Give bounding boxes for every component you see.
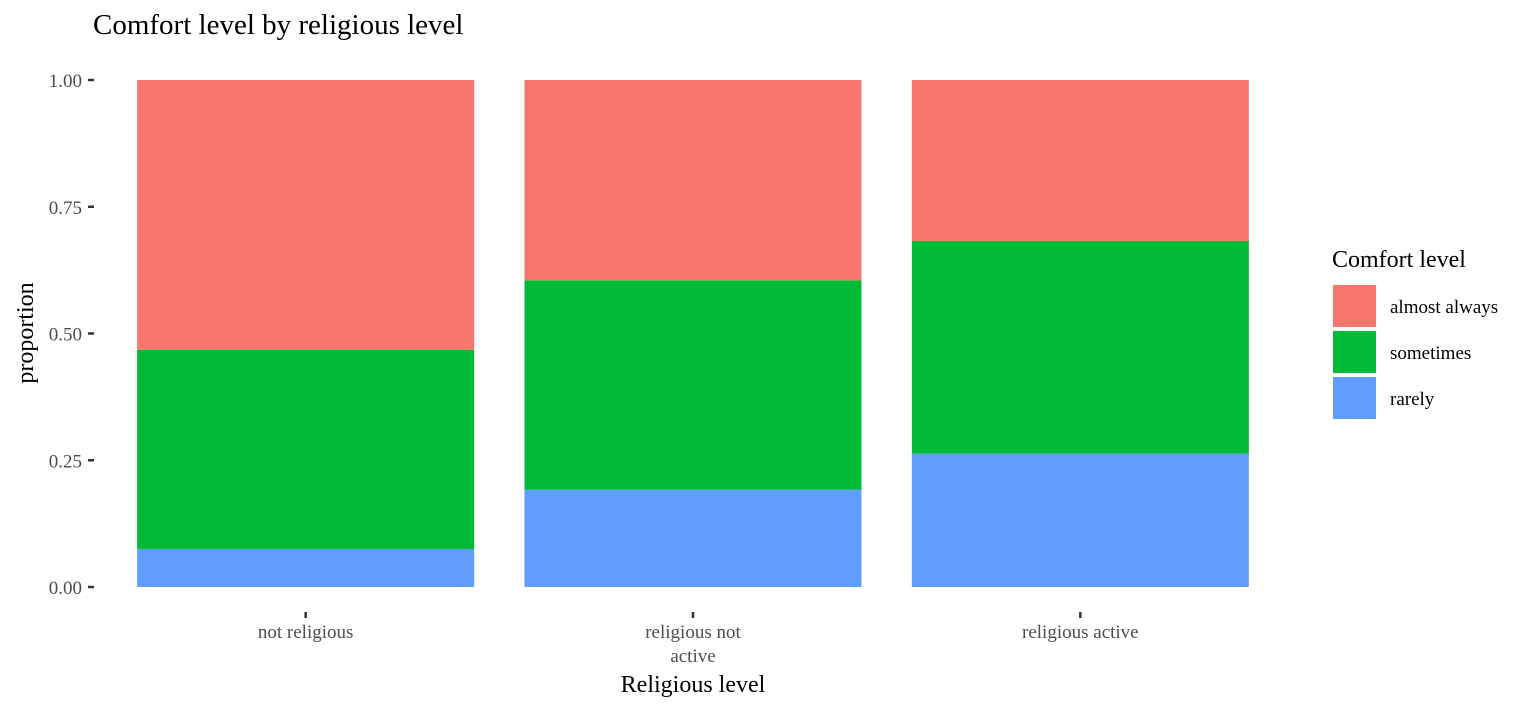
- y-axis-title: proportion: [13, 282, 39, 383]
- bar-segment-sometimes-0: [137, 349, 475, 549]
- bar-segment-almost-always-0: [137, 80, 475, 350]
- legend-key-almost-always: [1333, 285, 1376, 327]
- y-tick-label: 0.75: [49, 198, 82, 219]
- x-tick-label: religious active: [1022, 622, 1139, 643]
- legend-label-almost-always: almost always: [1390, 297, 1498, 318]
- y-tick-label: 1.00: [49, 71, 82, 92]
- bar-segment-sometimes-2: [911, 240, 1249, 454]
- chart-title: Comfort level by religious level: [93, 9, 463, 41]
- y-tick-label: 0.50: [49, 325, 82, 346]
- legend-title: Comfort level: [1332, 247, 1466, 273]
- y-tick-label: 0.25: [49, 451, 82, 472]
- bar-segment-rarely-2: [911, 453, 1249, 587]
- x-tick-label: not religious: [258, 622, 354, 643]
- plot-area: [137, 80, 1249, 587]
- legend-label-rarely: rarely: [1390, 389, 1435, 410]
- bar-segment-almost-always-1: [524, 80, 862, 281]
- bar-segment-rarely-0: [137, 548, 475, 587]
- legend-key-rarely: [1333, 377, 1376, 419]
- y-axis: 0.00 0.25 0.50 0.75 1.00: [49, 71, 94, 599]
- legend: Comfort level almost always sometimes rare…: [1332, 247, 1498, 419]
- x-tick-label: religious not active: [645, 622, 741, 667]
- x-axis-title: Religious level: [621, 672, 766, 698]
- legend-key-sometimes: [1333, 331, 1376, 373]
- bar-segment-sometimes-1: [524, 280, 862, 490]
- x-axis: not religious religious not active religiou…: [258, 612, 1139, 667]
- y-tick-label: 0.00: [49, 578, 82, 599]
- legend-label-sometimes: sometimes: [1390, 343, 1471, 364]
- bar-segment-rarely-1: [524, 489, 862, 587]
- bar-segment-almost-always-2: [911, 80, 1249, 241]
